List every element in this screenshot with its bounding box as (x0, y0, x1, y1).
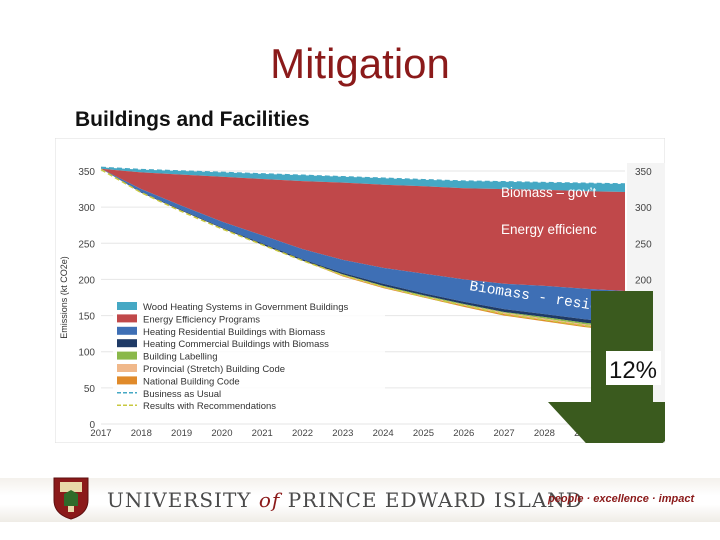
series-area (101, 167, 625, 192)
right-y-tick-label: 250 (635, 239, 652, 250)
legend-label: Business as Usual (143, 389, 221, 400)
legend-label: Heating Commercial Buildings with Biomas… (143, 339, 329, 350)
x-tick-label: 2025 (413, 428, 434, 439)
legend-label: Results with Recommendations (143, 401, 276, 412)
x-tick-label: 2021 (252, 428, 273, 439)
right-y-tick-label: 300 (635, 203, 652, 214)
university-word: UNIVERSITY (107, 488, 252, 512)
university-name: PRINCE EDWARD ISLAND (287, 488, 583, 512)
x-tick-label: 2017 (90, 428, 111, 439)
right-y-tick-label: 350 (635, 167, 652, 178)
legend-background (113, 297, 385, 415)
legend-label: Energy Efficiency Programs (143, 314, 260, 325)
x-tick-label: 2026 (453, 428, 474, 439)
legend-label: Provincial (Stretch) Building Code (143, 364, 285, 375)
x-tick-label: 2018 (131, 428, 152, 439)
x-tick-label: 2024 (373, 428, 394, 439)
legend-label: Heating Residential Buildings with Bioma… (143, 327, 325, 338)
y-tick-label: 0 (89, 420, 95, 431)
legend-swatch (117, 376, 137, 385)
legend-label: Wood Heating Systems in Government Build… (143, 302, 348, 313)
x-tick-label: 2027 (494, 428, 515, 439)
y-tick-label: 200 (78, 275, 95, 286)
y-tick-label: 100 (78, 348, 95, 359)
university-crest-icon (53, 477, 89, 520)
university-wordmark: UNIVERSITY of PRINCE EDWARD ISLAND (107, 488, 583, 512)
x-tick-label: 2028 (534, 428, 555, 439)
y-tick-label: 150 (78, 312, 95, 323)
legend-swatch (117, 314, 137, 323)
y-tick-label: 50 (84, 384, 96, 395)
y-tick-label: 300 (78, 203, 95, 214)
x-tick-label: 2020 (211, 428, 232, 439)
y-tick-label: 250 (78, 239, 95, 250)
footer-tagline: people · excellence · impact (548, 493, 695, 505)
series-area (101, 168, 625, 324)
right-y-tick-label: 200 (635, 275, 652, 286)
x-tick-label: 2022 (292, 428, 313, 439)
reduction-percent: 12% (609, 357, 657, 384)
slide-subtitle: Buildings and Facilities (75, 108, 310, 131)
legend-swatch (117, 326, 137, 335)
y-axis-label: Emissions (kt CO2e) (59, 256, 69, 339)
annotation-biomass-gov: Biomass – gov’t (501, 185, 597, 200)
university-of: of (258, 488, 281, 512)
emissions-chart: 0 50 100 150 200 250 300 350 Emissions (kt CO2e)… (55, 138, 665, 443)
series-area (101, 168, 625, 291)
legend-swatch (117, 364, 137, 372)
legend-swatch (117, 302, 137, 310)
bau-line (100, 166, 626, 185)
reduction-label-box (606, 351, 661, 385)
y-tick-label: 350 (78, 167, 95, 178)
recommendations-line (100, 168, 626, 333)
legend-label: Building Labelling (143, 352, 217, 363)
footer-band (0, 478, 720, 522)
legend-label: National Building Code (143, 376, 240, 387)
legend-swatch (117, 351, 137, 360)
x-tick-label: 2023 (332, 428, 353, 439)
slide-title: Mitigation (270, 40, 450, 87)
annotation-energy-efficiency: Energy efficienc (501, 222, 597, 237)
legend-swatch (117, 339, 137, 348)
x-tick-label: 2019 (171, 428, 192, 439)
